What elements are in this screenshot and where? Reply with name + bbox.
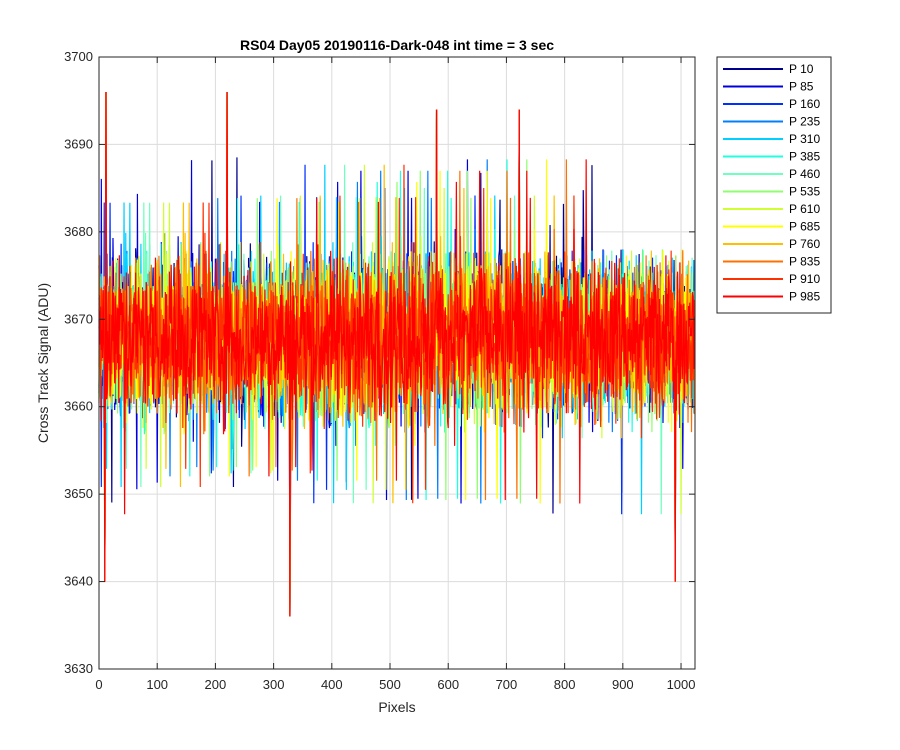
chart-title: RS04 Day05 20190116-Dark-048 int time = … bbox=[240, 37, 554, 53]
y-tick-label: 3640 bbox=[64, 574, 93, 589]
y-tick-label: 3660 bbox=[64, 399, 93, 414]
x-tick-label: 700 bbox=[496, 677, 518, 692]
legend-label: P 760 bbox=[789, 237, 820, 251]
y-tick-label: 3650 bbox=[64, 486, 93, 501]
legend-label: P 235 bbox=[789, 115, 820, 129]
legend-label: P 160 bbox=[789, 97, 820, 111]
y-tick-label: 3680 bbox=[64, 224, 93, 239]
x-tick-label: 1000 bbox=[667, 677, 696, 692]
legend: P 10 P 85 P 160 P 235 P 310 P 385 P 460 P 535 P … bbox=[716, 56, 832, 314]
x-tick-label: 600 bbox=[437, 677, 459, 692]
x-tick-label: 800 bbox=[554, 677, 576, 692]
legend-box bbox=[716, 56, 832, 314]
legend-label: P 835 bbox=[789, 255, 820, 269]
legend-label: P 310 bbox=[789, 132, 820, 146]
x-tick-label: 200 bbox=[205, 677, 227, 692]
legend-label: P 610 bbox=[789, 202, 820, 216]
legend-label: P 85 bbox=[789, 80, 814, 94]
y-tick-label: 3700 bbox=[64, 49, 93, 64]
x-tick-label: 500 bbox=[379, 677, 401, 692]
x-tick-label: 400 bbox=[321, 677, 343, 692]
x-tick-label: 900 bbox=[612, 677, 634, 692]
y-tick-label: 3690 bbox=[64, 136, 93, 151]
x-tick-label: 300 bbox=[263, 677, 285, 692]
series-line bbox=[98, 91, 696, 617]
plot-frame bbox=[98, 56, 696, 670]
legend-label: P 460 bbox=[789, 167, 820, 181]
x-axis-label: Pixels bbox=[378, 699, 415, 715]
legend-label: P 685 bbox=[789, 220, 820, 234]
legend-label: P 385 bbox=[789, 150, 820, 164]
legend-label: P 535 bbox=[789, 185, 820, 199]
legend-label: P 985 bbox=[789, 290, 820, 304]
y-axis-label: Cross Track Signal (ADU) bbox=[35, 283, 51, 443]
y-tick-label: 3670 bbox=[64, 311, 93, 326]
x-tick-label: 0 bbox=[95, 677, 102, 692]
y-axis-ticks: 3630 3640 3650 3660 3670 3680 3690 3700 bbox=[64, 49, 695, 676]
legend-label: P 10 bbox=[789, 62, 814, 76]
y-tick-label: 3630 bbox=[64, 661, 93, 676]
x-axis-ticks: 0 100 200 300 400 500 600 700 800 900 1000 bbox=[95, 57, 695, 692]
x-tick-label: 100 bbox=[146, 677, 168, 692]
legend-label: P 910 bbox=[789, 272, 820, 286]
series-lines bbox=[98, 91, 696, 617]
